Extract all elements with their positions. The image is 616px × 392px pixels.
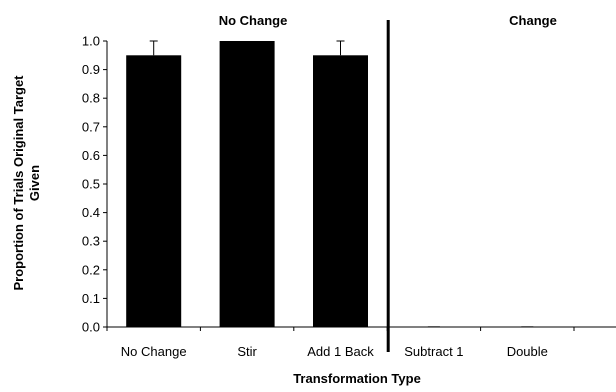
x-category-label: Double — [507, 344, 548, 359]
y-tick-label: 0.0 — [82, 320, 100, 335]
y-axis-title-line-2: Given — [27, 165, 42, 201]
y-tick-label: 0.4 — [82, 205, 100, 220]
y-tick-label: 0.5 — [82, 177, 100, 192]
x-category-label: Stir — [237, 344, 257, 359]
y-tick-label: 0.2 — [82, 262, 100, 277]
bar-stir — [219, 41, 275, 327]
group-title-change: Change — [509, 13, 557, 28]
bar-add-1-back — [313, 55, 368, 328]
y-axis-title-line-1: Proportion of Trials Original Target — [11, 75, 26, 291]
y-tick-label: 0.8 — [82, 91, 100, 106]
y-tick-label: 0.9 — [82, 62, 100, 77]
labels-layer: 0.0 0.1 0.2 0.3 0.4 0.5 0.6 0.7 0.8 0.9 1.0 No Chan… — [82, 34, 548, 360]
group-title-no-change: No Change — [219, 13, 288, 28]
y-tick-label: 0.1 — [82, 291, 100, 306]
bars-layer — [126, 40, 534, 328]
x-category-label: Add 1 Back — [307, 344, 374, 359]
y-tick-label: 0.7 — [82, 119, 100, 134]
x-category-label: No Change — [121, 344, 187, 359]
y-tick-label: 0.3 — [82, 234, 100, 249]
x-axis-title: Transformation Type — [293, 371, 421, 386]
x-category-label: Subtract 1 — [404, 344, 463, 359]
y-tick-label: 1.0 — [82, 34, 100, 49]
bar-no-change — [126, 55, 182, 328]
y-tick-label: 0.6 — [82, 148, 100, 163]
